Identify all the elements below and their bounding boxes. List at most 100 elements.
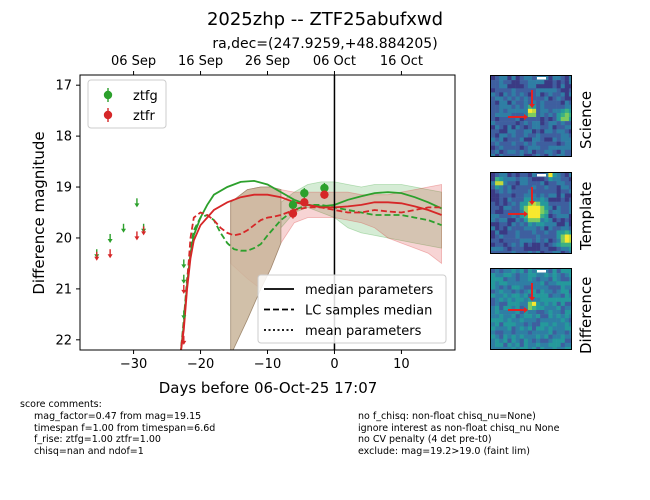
thumbnail-pixel [503, 289, 508, 294]
thumbnail-pixel [552, 330, 557, 335]
upper-limit-arrow-ztfr [107, 254, 113, 259]
thumbnail-pixel [548, 173, 553, 178]
thumbnail-pixel [527, 209, 533, 215]
thumbnail-pixel [552, 305, 557, 311]
thumbnail-pixel [495, 121, 500, 126]
thumbnail-pixel [532, 293, 537, 298]
thumbnail-pixel [536, 129, 541, 134]
thumbnail-pixel [495, 197, 500, 202]
thumbnail-pixel [560, 201, 566, 207]
thumbnail-pixel [552, 112, 557, 118]
thumbnail-pixel [527, 346, 533, 349]
thumbnail-pixel [560, 100, 566, 105]
thumbnail-pixel [548, 338, 553, 344]
thumbnail-pixel [527, 314, 533, 319]
thumbnail-pixel [499, 293, 504, 298]
thumbnail-pixel [556, 173, 561, 178]
thumbnail-pixel [519, 181, 525, 186]
thumbnail-pixel [560, 273, 566, 278]
thumbnail-pixel [548, 277, 553, 282]
thumbnail-pixel [552, 293, 557, 298]
thumbnail-pixel [495, 137, 500, 142]
thumbnail-pixel [556, 310, 561, 315]
thumbnail-pixel [515, 338, 520, 344]
thumbnail-pixel [507, 173, 512, 178]
thumbnail-pixel [515, 185, 520, 190]
thumbnail-pixel [564, 234, 570, 239]
thumbnail-pixel [544, 149, 549, 155]
thumbnail-pixel [491, 277, 496, 282]
thumbnail-pixel [499, 226, 504, 231]
thumbnail-pixel [519, 96, 525, 101]
thumbnail-pixel [495, 273, 500, 278]
thumbnail-pixel [564, 205, 570, 211]
thumbnail-pixel [519, 342, 525, 348]
thumbnail-pixel [503, 177, 508, 182]
thumbnail-pixel [499, 141, 504, 146]
thumbnail-pixel [503, 314, 508, 319]
thumbnail-pixel [523, 334, 529, 339]
thumbnail-pixel [548, 273, 553, 278]
thumbnail-pixel [552, 250, 557, 253]
thumbnail-pixel [544, 301, 549, 307]
thumbnail-pixel [523, 80, 529, 85]
thumbnail-pixel [523, 293, 529, 298]
thumbnail-pixel [519, 326, 525, 331]
top-tick-label: 26 Sep [245, 54, 290, 69]
thumbnail-pixel [491, 242, 496, 248]
thumbnail-pixel [527, 129, 533, 134]
thumbnail-pixel [548, 181, 553, 186]
thumbnail-pixel [491, 318, 496, 323]
thumbnail-pixel [499, 153, 504, 156]
thumbnail-pixel [532, 322, 537, 327]
thumbnail-pixel [495, 100, 500, 105]
thumbnail-pixel [556, 80, 561, 85]
thumbnail-pixel [503, 112, 508, 118]
thumbnail-pixel [523, 145, 529, 151]
y-tick-label: 19 [55, 181, 72, 196]
thumbnail-pixel [515, 246, 520, 252]
thumbnail-pixel [495, 234, 500, 239]
thumbnail-pixel [544, 153, 549, 156]
thumbnail-pixel [552, 149, 557, 155]
thumbnail-pixel [556, 338, 561, 344]
thumbnail-pixel [560, 214, 566, 219]
thumbnail-pixel [532, 197, 537, 202]
thumbnail-pixel [523, 226, 529, 231]
thumbnail-pixel [503, 189, 508, 194]
thumbnail-pixel [511, 310, 516, 315]
thumbnail-pixel [552, 238, 557, 243]
thumbnail-pixel [560, 141, 566, 146]
thumbnail-pixel [491, 80, 496, 85]
thumbnail-pixel [515, 197, 520, 202]
thumbnail-pixel [507, 129, 512, 134]
thumbnail-pixel [507, 189, 512, 194]
thumbnail-pixel [523, 214, 529, 219]
detection-ztfr [320, 190, 329, 199]
thumbnail-pixel [568, 181, 571, 186]
thumbnail-pixel [495, 277, 500, 282]
thumbnail-pixel [556, 250, 561, 253]
thumbnail-pixel [491, 173, 496, 178]
thumbnail-pixel [536, 301, 541, 307]
thumbnail-pixel [552, 273, 557, 278]
thumbnail-pixel [560, 185, 566, 190]
thumbnail-pixel [532, 234, 537, 239]
thumbnail-pixel [552, 197, 557, 202]
thumbnail-pixel [536, 88, 541, 93]
thumbnail-pixel [519, 289, 525, 294]
top-tick-label: 06 Oct [313, 54, 356, 69]
thumbnail-pixel [519, 205, 525, 211]
thumbnail-pixel [548, 322, 553, 327]
thumbnail-pixel [491, 112, 496, 118]
thumbnail-pixel [511, 145, 516, 151]
thumbnail-pixel [560, 197, 566, 202]
thumbnail-pixel [527, 185, 533, 190]
thumbnail-pixel [548, 141, 553, 146]
thumbnail-pixel [523, 338, 529, 344]
thumbnail-pixel [491, 297, 496, 303]
thumbnail-pixel [560, 289, 566, 294]
thumbnail-pixel [544, 218, 549, 223]
thumbnail-pixel [519, 209, 525, 215]
thumbnail-pixel [564, 293, 570, 298]
